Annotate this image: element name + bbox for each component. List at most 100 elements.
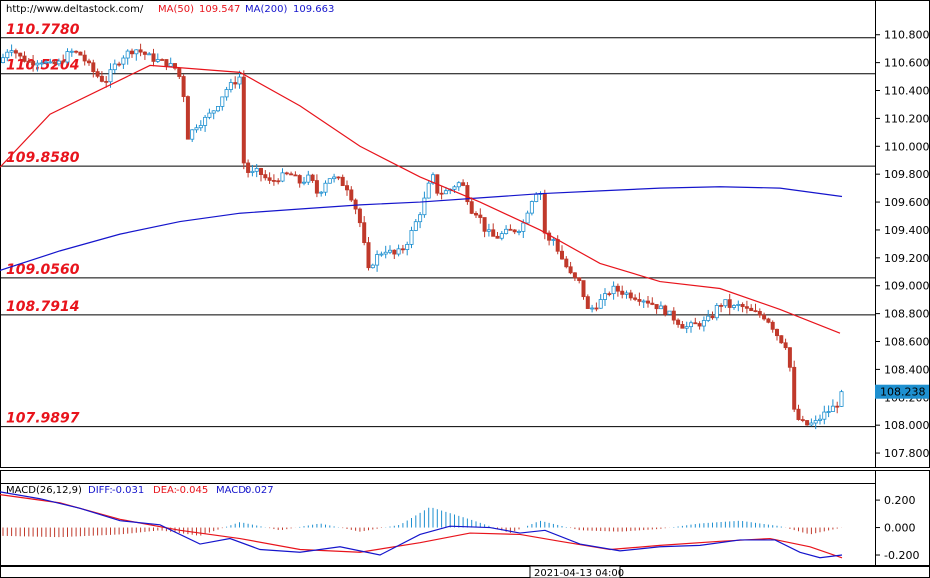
macd-panel-frame xyxy=(0,470,876,566)
macd-tick-label: -0.200 xyxy=(884,549,919,562)
level-label: 110.7780 xyxy=(6,22,80,38)
candle-body xyxy=(529,201,534,214)
price-tick-label: 110.400 xyxy=(884,85,930,98)
candle-body xyxy=(241,76,246,164)
candle-body xyxy=(327,178,332,184)
candle-body xyxy=(250,170,255,173)
candle-body xyxy=(379,253,384,256)
candle-body xyxy=(667,310,672,315)
candle-body xyxy=(753,310,758,313)
candle-body xyxy=(603,293,608,300)
candle-body xyxy=(151,53,156,62)
candle-body xyxy=(628,292,633,299)
candle-body xyxy=(177,67,182,77)
candle-body xyxy=(289,173,294,176)
candle-body xyxy=(680,324,685,329)
candle-body xyxy=(220,96,225,107)
candle-body xyxy=(508,228,513,231)
candle-body xyxy=(82,54,87,62)
candle-body xyxy=(13,50,18,54)
candle-body xyxy=(69,50,74,53)
candle-body xyxy=(396,248,401,255)
candle-body xyxy=(35,62,40,66)
candle-body xyxy=(517,231,522,233)
price-tick-label: 109.600 xyxy=(884,196,930,209)
candle-body xyxy=(185,96,190,140)
macd-tick-label: 0.200 xyxy=(884,494,916,507)
price-tick-label: 108.400 xyxy=(884,363,930,376)
price-tick-label: 109.400 xyxy=(884,224,930,237)
candle-body xyxy=(375,254,380,266)
candle-body xyxy=(22,55,27,62)
main-panel-frame xyxy=(0,0,876,468)
price-tick-label: 107.800 xyxy=(884,447,930,460)
macd-tick-label: 0.000 xyxy=(884,522,916,535)
price-tick-label: 109.000 xyxy=(884,280,930,293)
ma200-value: 109.663 xyxy=(293,4,334,15)
candle-body xyxy=(676,319,681,325)
candle-body xyxy=(482,217,487,232)
macd-diff-line xyxy=(0,491,843,559)
candle-body xyxy=(233,82,238,85)
candle-body xyxy=(301,181,306,184)
candle-body xyxy=(198,125,203,129)
candle-body xyxy=(495,235,500,239)
candle-body xyxy=(387,249,392,253)
candle-body xyxy=(542,192,547,234)
candle-body xyxy=(91,62,96,72)
candle-body xyxy=(594,307,599,310)
candle-body xyxy=(646,300,651,304)
candle-body xyxy=(370,264,375,269)
candle-body xyxy=(452,186,457,190)
candle-body xyxy=(710,315,715,319)
macd-histogram xyxy=(2,507,842,538)
candle-body xyxy=(706,315,711,321)
candle-body xyxy=(822,411,827,420)
candle-body xyxy=(383,251,388,255)
candle-body xyxy=(172,63,177,69)
candle-body xyxy=(478,214,483,218)
candle-body xyxy=(87,60,92,64)
price-tick-label: 109.200 xyxy=(884,252,930,265)
price-tick-label: 108.000 xyxy=(884,419,930,432)
source-url[interactable]: http://www.deltastock.com/ xyxy=(6,4,144,15)
candle-body xyxy=(5,51,10,59)
candle-body xyxy=(65,51,70,63)
level-label: 109.0560 xyxy=(6,262,80,278)
candle-body xyxy=(766,318,771,323)
candle-body xyxy=(203,116,208,126)
macd-title: MACD(26,12,9) xyxy=(6,485,82,496)
candle-body xyxy=(48,61,53,64)
price-axis-ticks: 110.800 110.600 110.400 110.200 110.000 109.8… xyxy=(875,29,930,460)
candle-body xyxy=(839,391,844,407)
candle-body xyxy=(228,82,233,90)
candle-body xyxy=(473,212,478,216)
candle-body xyxy=(340,176,345,187)
candle-body xyxy=(826,411,831,413)
candle-body xyxy=(770,321,775,330)
candle-body xyxy=(796,408,801,420)
candle-body xyxy=(99,75,104,82)
candle-body xyxy=(439,192,444,195)
candle-body xyxy=(314,180,319,194)
ma50-value: 109.547 xyxy=(199,4,240,15)
candle-body xyxy=(319,191,324,194)
candle-body xyxy=(749,307,754,312)
candle-body xyxy=(190,129,195,140)
candle-body xyxy=(164,59,169,67)
candle-body xyxy=(430,174,435,184)
candle-body xyxy=(284,172,289,175)
candle-body xyxy=(740,304,745,308)
candle-body xyxy=(400,248,405,251)
candle-body xyxy=(835,405,840,408)
candle-body xyxy=(332,176,337,180)
price-tick-label: 110.800 xyxy=(884,29,930,42)
candle-body xyxy=(469,201,474,214)
price-tick-label: 108.600 xyxy=(884,336,930,349)
candle-body xyxy=(310,174,315,181)
candle-body xyxy=(744,306,749,309)
candle-body xyxy=(418,214,423,223)
candle-body xyxy=(117,63,122,66)
candle-body xyxy=(26,61,31,63)
candle-body xyxy=(701,320,706,327)
